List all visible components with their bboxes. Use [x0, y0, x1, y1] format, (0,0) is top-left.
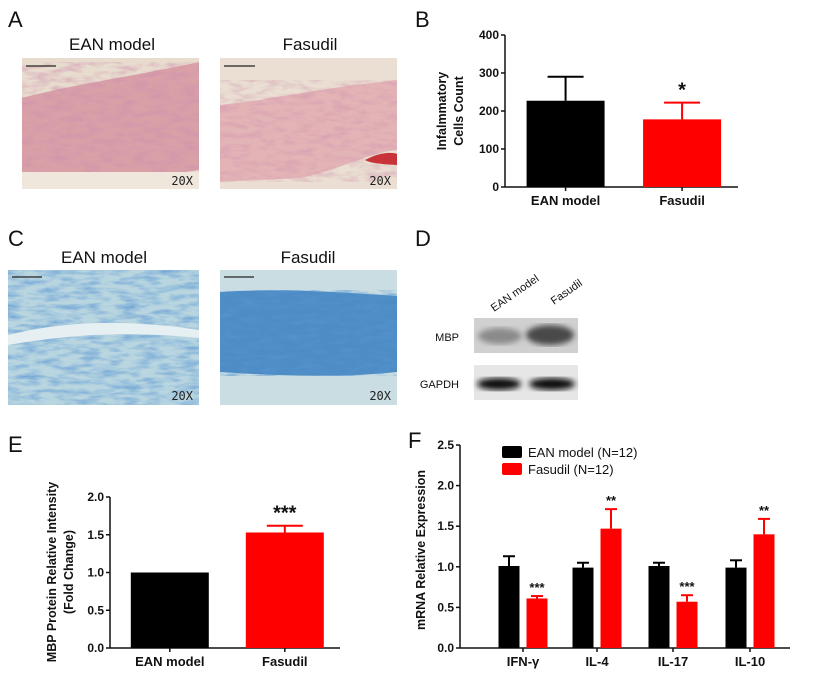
y-tick-label: 400	[479, 28, 499, 42]
x-tick-label: IL-10	[735, 654, 765, 669]
y-axis-label: Infalmmatory	[435, 72, 449, 151]
significance-marker: ***	[679, 579, 695, 594]
y-tick-label: 2.5	[437, 438, 454, 452]
x-tick-label: EAN model	[531, 193, 600, 208]
bar-ean-model	[572, 567, 594, 648]
bar-fasudil	[753, 534, 775, 648]
western-blot-mbp	[474, 318, 578, 353]
significance-marker: ***	[529, 580, 545, 595]
legend-label: Fasudil (N=12)	[528, 462, 614, 477]
magnification-label: 20X	[171, 174, 193, 188]
magnification-label: 20X	[369, 174, 391, 188]
x-tick-label: Fasudil	[262, 654, 308, 669]
bar-ean-model	[498, 565, 520, 648]
panel-label-d: D	[415, 226, 431, 251]
y-tick-label: 0.5	[437, 600, 454, 614]
panel-c-title-ean: EAN model	[61, 248, 147, 267]
y-tick-label: 1.0	[437, 560, 454, 574]
y-tick-label: 0	[492, 180, 499, 194]
panel-c-title-fasudil: Fasudil	[281, 248, 336, 267]
lane-label-ean: EAN model	[489, 273, 541, 315]
y-tick-label: 1.0	[87, 566, 104, 580]
blot-row-label-gapdh: GAPDH	[420, 379, 459, 391]
y-axis-label: Cells Count	[452, 75, 466, 145]
lfb-image-ean: 20X	[8, 270, 199, 405]
lfb-image-fasudil: 20X	[220, 270, 397, 405]
y-tick-label: 0.0	[87, 641, 104, 655]
he-image-ean: 20X	[22, 58, 199, 189]
panel-a-title-fasudil: Fasudil	[283, 35, 338, 54]
significance-marker: **	[759, 503, 770, 518]
panel-c: C EAN model Fasudil 20X 20X	[8, 226, 397, 405]
bar-fasudil	[245, 532, 324, 648]
legend-label: EAN model (N=12)	[528, 445, 637, 460]
panel-a: A EAN model Fasudil 20X 20X	[8, 7, 397, 189]
chart-e: 0.0 0.5 1.0 1.5 2.0 MBP Protein Relative Inte…	[45, 482, 340, 669]
y-tick-label: 1.5	[87, 528, 104, 542]
y-tick-label: 1.5	[437, 519, 454, 533]
lane-label-fasudil: Fasudil	[549, 277, 585, 307]
bar-ean-model	[725, 567, 747, 648]
y-tick-label: 0.0	[437, 641, 454, 655]
panel-d: D EAN model Fasudil MBP GAPDH	[415, 226, 585, 400]
y-tick-label: 2.0	[87, 490, 104, 504]
y-tick-label: 0.5	[87, 603, 104, 617]
magnification-label: 20X	[369, 389, 391, 403]
significance-marker: **	[606, 493, 617, 508]
significance-marker: *	[678, 80, 686, 102]
y-tick-label: 2.0	[437, 479, 454, 493]
y-tick-label: 200	[479, 104, 499, 118]
panel-a-title-ean: EAN model	[69, 35, 155, 54]
significance-marker: ***	[273, 503, 297, 525]
y-axis-label: mRNA Relative Expression	[414, 470, 428, 630]
legend-swatch	[502, 463, 522, 475]
chart-f: 0.0 0.5 1.0 1.5 2.0 2.5 mRNA Relative Expressi…	[414, 438, 790, 669]
legend-swatch	[502, 446, 522, 458]
panel-label-e: E	[8, 432, 23, 457]
bar-ean-model	[130, 572, 209, 648]
bar-ean-model	[648, 565, 670, 648]
panel-label-f: F	[408, 428, 421, 453]
x-tick-label: IFN-γ	[507, 654, 540, 669]
western-blot-gapdh	[474, 365, 578, 400]
y-axis-label: (Fold Change)	[62, 530, 76, 614]
magnification-label: 20X	[171, 389, 193, 403]
he-image-fasudil: 20X	[220, 58, 397, 189]
y-tick-label: 300	[479, 66, 499, 80]
x-tick-label: EAN model	[135, 654, 204, 669]
bar-fasudil	[526, 598, 548, 648]
x-tick-label: Fasudil	[659, 193, 705, 208]
bar-fasudil	[600, 528, 622, 648]
bar-fasudil	[643, 119, 722, 187]
y-axis-label: MBP Protein Relative Intensity	[45, 482, 59, 662]
x-tick-label: IL-4	[585, 654, 609, 669]
panel-label-b: B	[415, 7, 430, 32]
bar-ean-model	[526, 100, 605, 187]
panel-label-c: C	[8, 226, 24, 251]
chart-b: 0 100 200 300 400 Infalmmatory Cells Count EAN …	[435, 28, 738, 208]
panel-label-a: A	[8, 7, 23, 32]
x-tick-label: IL-17	[658, 654, 688, 669]
blot-row-label-mbp: MBP	[435, 332, 459, 344]
y-tick-label: 100	[479, 142, 499, 156]
bar-fasudil	[676, 601, 698, 648]
